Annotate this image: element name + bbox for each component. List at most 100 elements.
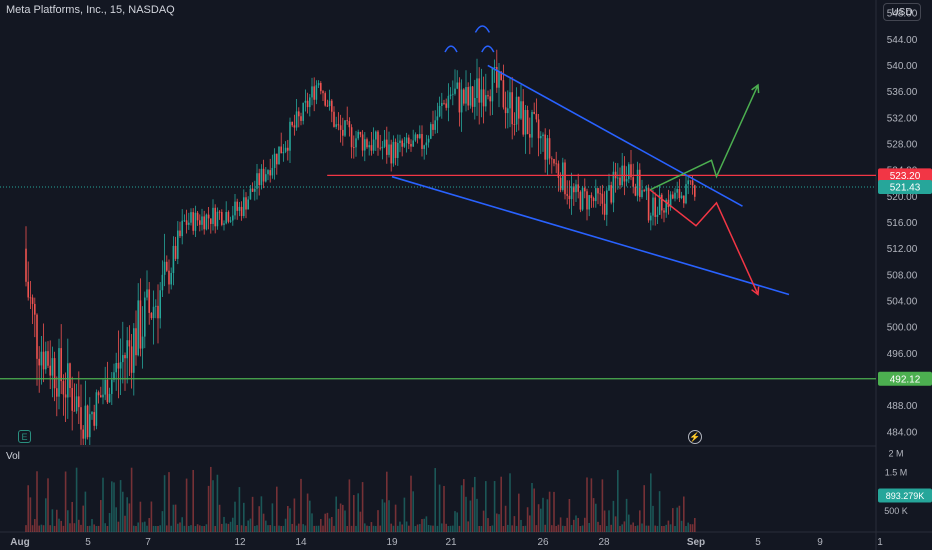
volume-bar (639, 510, 641, 532)
candle-body (441, 102, 443, 106)
volume-bar (240, 525, 243, 532)
candle-body (62, 381, 65, 395)
volume-bar (71, 501, 73, 532)
symbol-title[interactable]: Meta Platforms, Inc., 15, NASDAQ (6, 4, 175, 16)
candle-body (273, 153, 276, 168)
candle-body (80, 407, 82, 430)
candle-body (161, 274, 164, 291)
volume-bar (300, 478, 302, 532)
earnings-icon[interactable]: E (18, 430, 31, 443)
candle-body (617, 177, 619, 179)
candle-body (526, 110, 529, 135)
candle-body (212, 207, 214, 224)
candle-body (64, 394, 67, 398)
candle-body (676, 189, 678, 193)
candle-body (56, 388, 58, 397)
y-tick-label: 516.00 (887, 218, 918, 229)
volume-bar (203, 526, 205, 532)
volume-bar (650, 473, 652, 532)
currency-button[interactable]: USD (883, 3, 921, 21)
candle-body (172, 245, 175, 273)
volume-bar (42, 525, 45, 532)
candle-body (432, 124, 434, 130)
volume-bar (313, 525, 315, 532)
volume-bar (355, 525, 357, 532)
candle-body (152, 306, 155, 319)
volume-bar (427, 524, 430, 532)
candle-body (632, 177, 634, 187)
volume-bar (599, 525, 601, 532)
volume-bar (80, 524, 82, 532)
x-tick-label: 5 (85, 537, 91, 548)
volume-bar (542, 497, 544, 532)
volume-bar (102, 477, 104, 532)
candle-body (346, 120, 348, 122)
volume-bar (40, 524, 43, 532)
volume-bar (69, 523, 71, 532)
candle-body (168, 270, 170, 285)
volume-bar (73, 523, 76, 532)
head-arc (474, 25, 491, 33)
x-tick-label: 7 (145, 537, 151, 548)
candle-body (643, 190, 645, 192)
volume-bar (546, 499, 549, 532)
candle-body (575, 184, 577, 193)
candle-body (53, 358, 56, 389)
volume-bar (97, 525, 100, 532)
candle-body (304, 100, 307, 103)
candle-body (678, 189, 681, 199)
candle-body (410, 143, 412, 147)
volume-bar (150, 501, 153, 532)
candle-body (597, 188, 599, 194)
candle-body (201, 216, 203, 225)
candle-body (95, 392, 98, 426)
candle-body (300, 116, 302, 121)
candle-body (423, 145, 425, 149)
volume-bar (454, 511, 456, 532)
volume-bar (128, 503, 131, 532)
candle-body (449, 94, 452, 96)
volume-bar (359, 511, 362, 532)
volume-bar (293, 498, 296, 532)
volume-bar (339, 503, 342, 532)
volume-bar (401, 524, 403, 532)
volume-bar (139, 501, 142, 532)
volume-bar (238, 487, 241, 532)
x-tick-label: Aug (10, 537, 29, 548)
y-tick-label: 512.00 (887, 244, 918, 255)
volume-bar (524, 525, 527, 532)
candle-body (599, 193, 601, 195)
candle-body (357, 131, 359, 139)
volume-bar (278, 525, 280, 532)
volume-bar (51, 509, 54, 532)
candle-body (641, 190, 643, 197)
volume-bar (410, 475, 412, 532)
volume-bar (566, 517, 568, 532)
candle-body (533, 112, 535, 114)
volume-bar (463, 479, 465, 532)
volume-bar (326, 512, 329, 532)
volume-bar (194, 525, 197, 532)
candle-body (685, 184, 687, 204)
candle-body (524, 110, 527, 135)
lightning-bolt-icon[interactable]: ⚡ (688, 430, 702, 444)
volume-bar (146, 525, 148, 532)
candle-body (438, 105, 441, 117)
volume-bar (441, 523, 443, 532)
candle-body (97, 392, 100, 396)
candle-body (592, 198, 595, 202)
candle-body (166, 261, 168, 271)
volume-bar (36, 471, 38, 532)
volume-bar (421, 519, 423, 532)
candle-body (375, 131, 377, 140)
candle-body (141, 336, 144, 349)
volume-bar (188, 525, 190, 532)
volume-bar (199, 525, 201, 532)
volume-bar (192, 469, 194, 532)
candle-body (179, 230, 181, 237)
candle-body (102, 394, 104, 398)
candle-body (515, 96, 518, 125)
candle-body (559, 177, 562, 190)
candle-body (639, 169, 641, 197)
